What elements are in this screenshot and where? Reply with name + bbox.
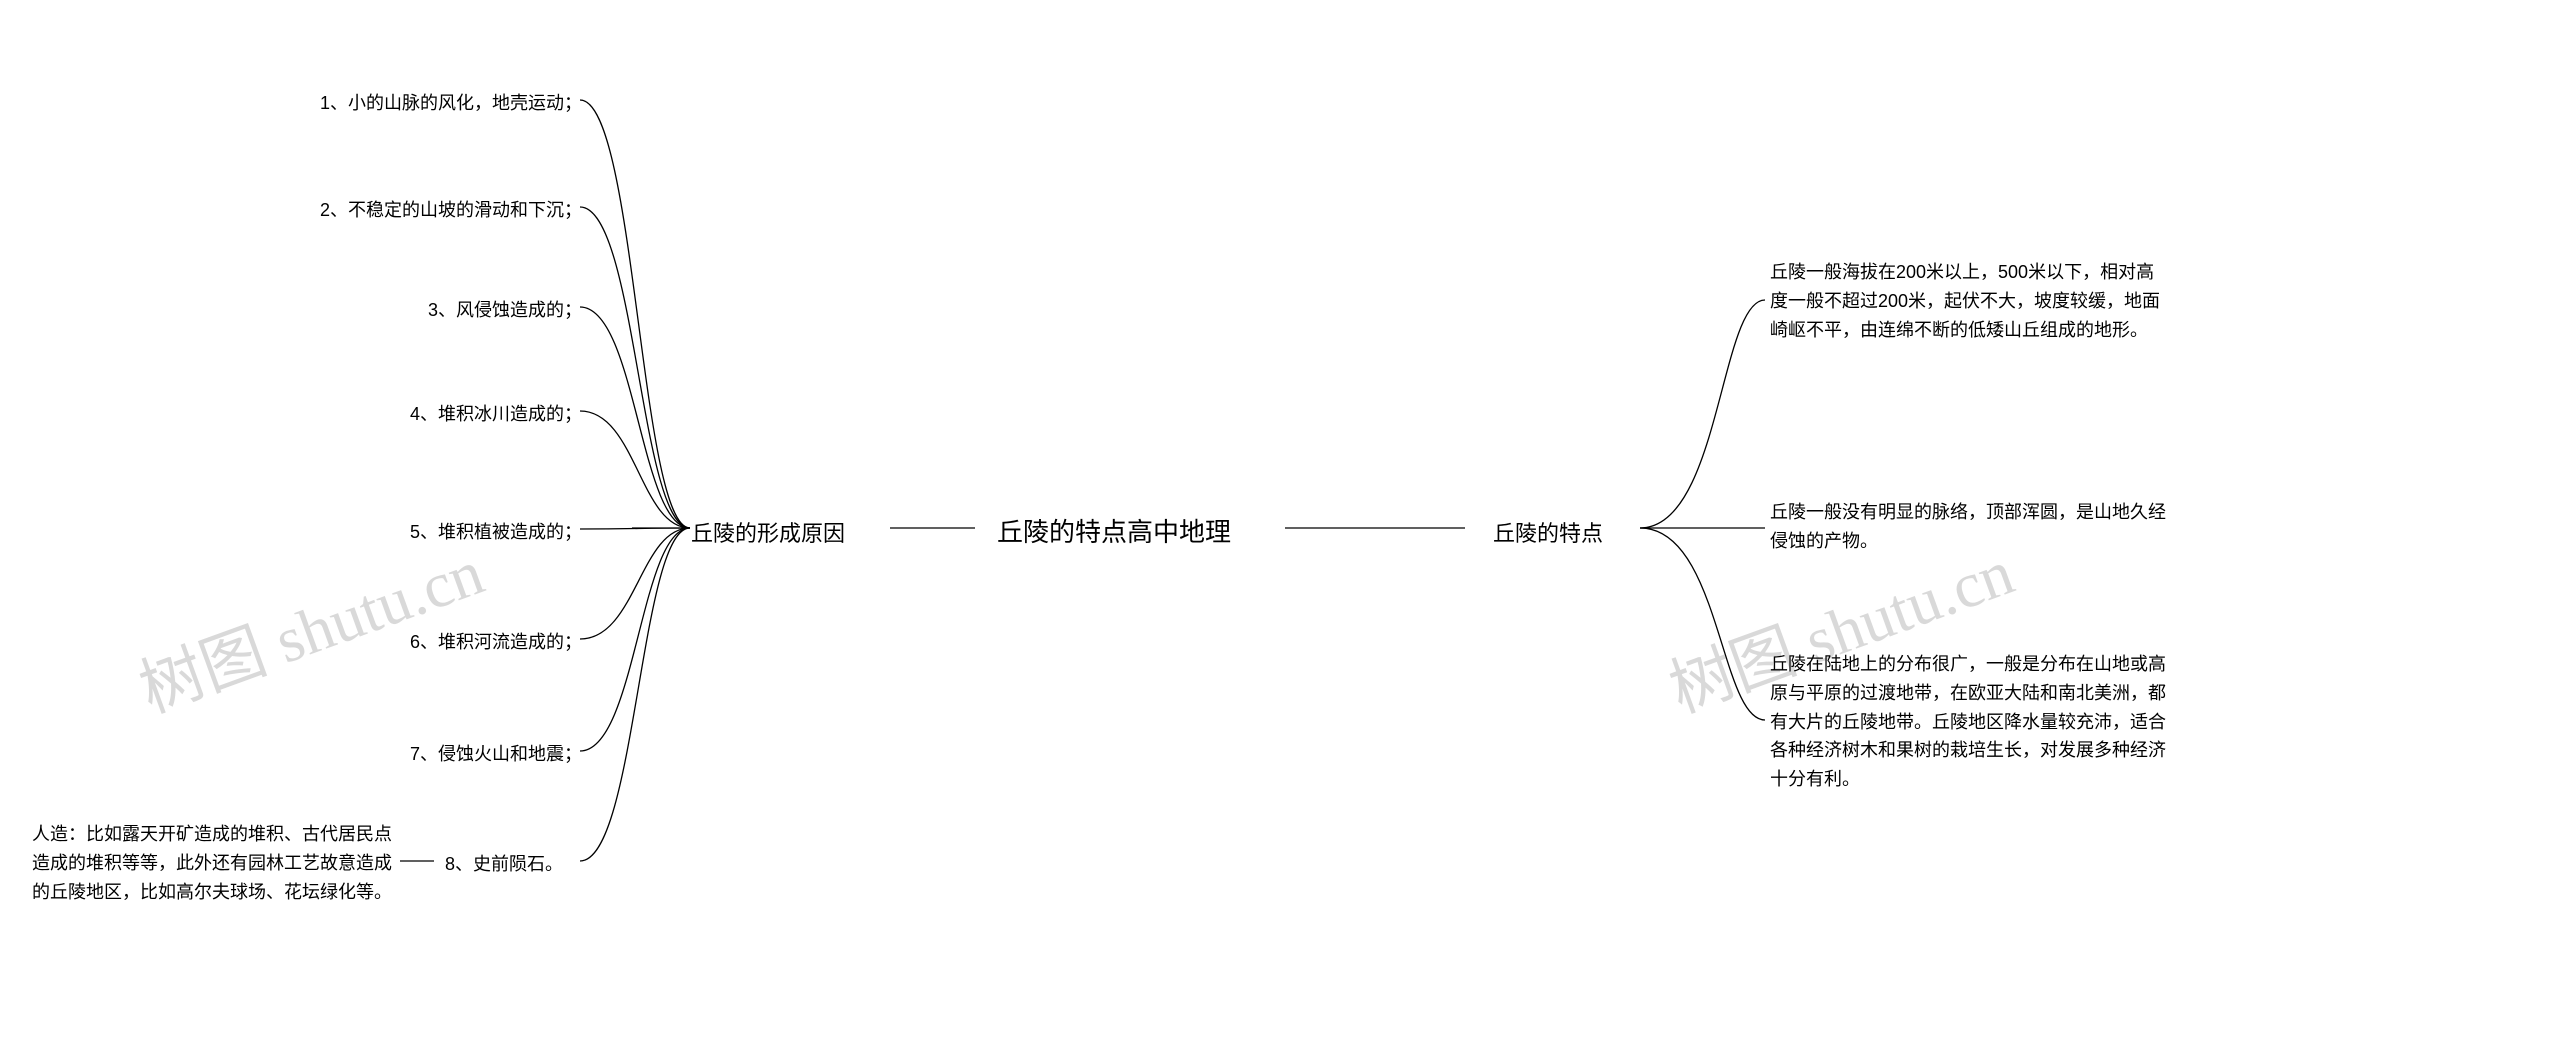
root-node: 丘陵的特点高中地理 (997, 512, 1231, 554)
left-branch-node: 丘陵的形成原因 (691, 516, 845, 551)
right-item-3: 丘陵在陆地上的分布很广，一般是分布在山地或高原与平原的过渡地带，在欧亚大陆和南北… (1770, 650, 2170, 794)
left-item-5: 5、堆积植被造成的； (410, 518, 582, 547)
left-subitem: 人造：比如露天开矿造成的堆积、古代居民点造成的堆积等等，此外还有园林工艺故意造成… (32, 820, 392, 906)
right-item-1: 丘陵一般海拔在200米以上，500米以下，相对高度一般不超过200米，起伏不大，… (1770, 258, 2170, 344)
left-item-6: 6、堆积河流造成的； (410, 628, 582, 657)
left-item-2: 2、不稳定的山坡的滑动和下沉； (320, 196, 582, 225)
left-item-7: 7、侵蚀火山和地震； (410, 740, 582, 769)
right-item-2: 丘陵一般没有明显的脉络，顶部浑圆，是山地久经侵蚀的产物。 (1770, 498, 2170, 556)
left-item-8: 8、史前陨石。 (445, 850, 563, 879)
left-item-3: 3、风侵蚀造成的； (428, 296, 582, 325)
left-item-4: 4、堆积冰川造成的； (410, 400, 582, 429)
watermark-1: 树图 shutu.cn (125, 521, 494, 730)
right-branch-node: 丘陵的特点 (1493, 516, 1603, 551)
left-item-1: 1、小的山脉的风化，地壳运动； (320, 89, 582, 118)
